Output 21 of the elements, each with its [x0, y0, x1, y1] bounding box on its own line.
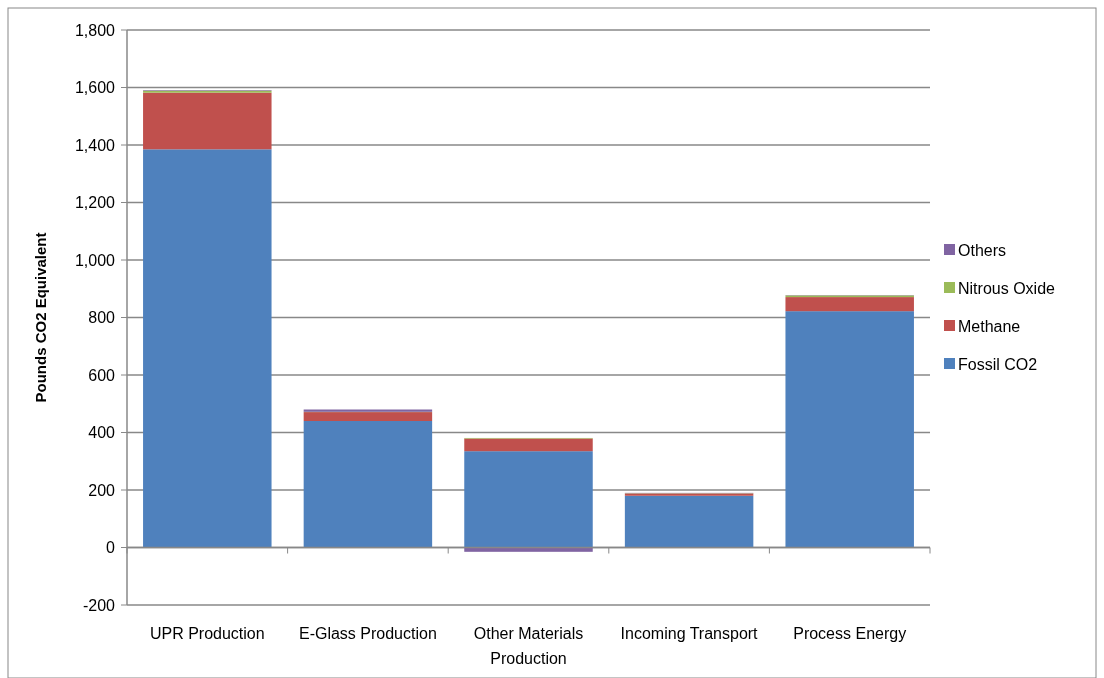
y-tick-label: 0 — [106, 539, 116, 557]
y-tick-label: -200 — [82, 596, 116, 614]
x-tick-label: Other Materials Production — [473, 625, 584, 667]
y-tick-label: 800 — [88, 309, 116, 327]
legend-label: Methane — [958, 317, 1021, 335]
x-tick-label: Process Energy — [793, 625, 907, 642]
y-tick-label: 1,800 — [74, 21, 116, 39]
y-tick-label: 200 — [88, 481, 116, 499]
legend-label: Nitrous Oxide — [958, 279, 1056, 297]
x-tick-label: Incoming Transport — [620, 625, 759, 642]
legend-label: Fossil CO2 — [958, 355, 1038, 373]
y-axis-title: Pounds CO2 Equivalent — [32, 232, 49, 403]
y-tick-label: 400 — [88, 424, 116, 442]
y-tick-label: 1,600 — [74, 79, 116, 97]
y-tick-label: 1,200 — [74, 194, 116, 212]
y-tick-label: 600 — [88, 366, 116, 384]
y-tick-label: 1,400 — [74, 136, 116, 154]
legend-label: Others — [958, 241, 1007, 259]
x-tick-label: E-Glass Production — [298, 625, 437, 642]
y-tick-label: 1,000 — [74, 251, 116, 269]
x-tick-label: UPR Production — [149, 625, 265, 642]
